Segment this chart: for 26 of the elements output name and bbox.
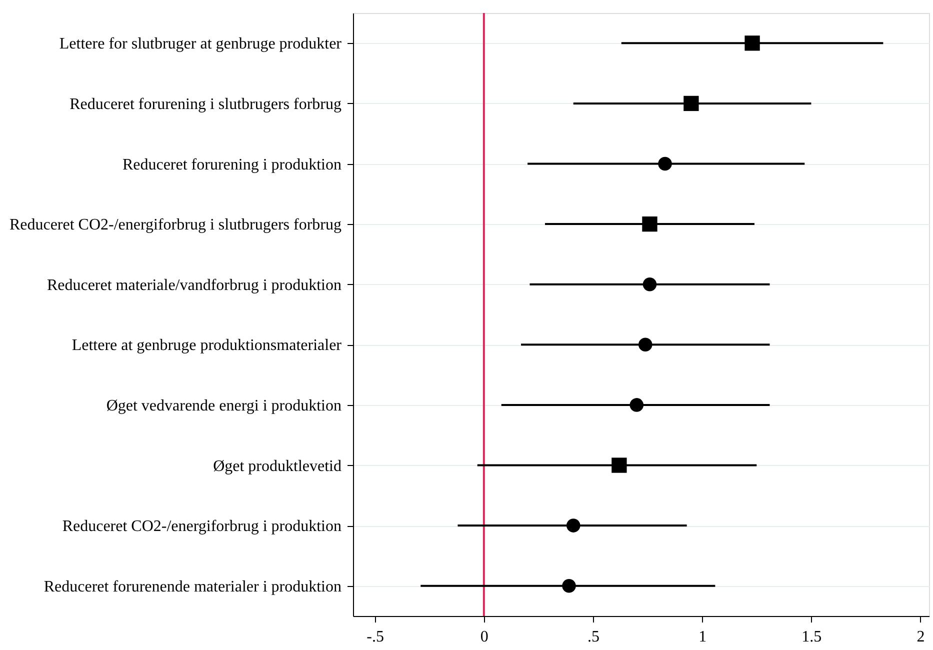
y-tick-label: Reduceret forurening i slutbrugers forbrug [70,96,342,113]
y-tick-label: Reduceret forurenende materialer i produktion [44,578,342,596]
point [630,398,644,412]
point [562,578,576,593]
y-tick-label: Reduceret materiale/vandforbrug i produktion [46,276,342,294]
x-tick-label: -.5 [366,628,384,646]
point [612,458,627,473]
x-tick-label: 1 [698,628,707,646]
x-tick-label: 1.5 [802,628,822,646]
x-tick-label: 0 [480,628,488,646]
point [642,277,657,292]
point [642,216,658,232]
y-tick-label: Reduceret CO2-/energiforbrug i slutbrugers forbrug [9,216,342,234]
x-tick-label: 2 [916,628,925,646]
y-tick-label: Øget vedvarende energi i produktion [106,397,342,414]
point [744,36,760,51]
y-tick-label: Øget produktlevetid [213,458,342,475]
y-tick-label: Reduceret forurening i produktion [122,156,342,174]
y-tick-label: Lettere at genbruge produktionsmaterialer [72,337,342,354]
y-tick-label: Lettere for slutbruger at genbruge produkter [59,36,342,53]
point [684,96,699,112]
point [566,518,580,532]
y-tick-label: Reduceret CO2-/energiforbrug i produktion [62,518,342,536]
point [638,338,652,352]
x-tick-label: .5 [588,628,600,646]
point [658,156,672,171]
